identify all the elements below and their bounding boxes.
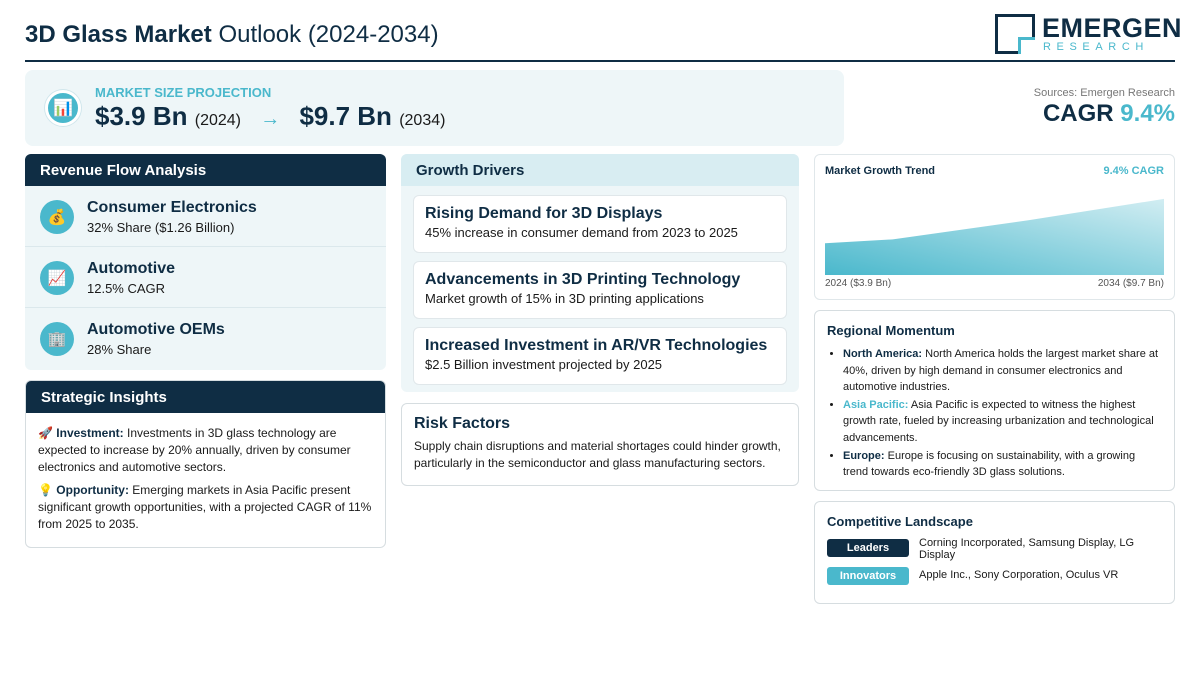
investment-insight: 🚀 Investment: Investments in 3D glass te…	[38, 425, 373, 476]
risk-factors-panel: Risk Factors Supply chain disruptions an…	[401, 403, 799, 486]
competitive-landscape-panel: Competitive Landscape Leaders Corning In…	[814, 501, 1175, 604]
title-bold: 3D Glass Market	[25, 21, 212, 48]
region-text: North America holds the largest market s…	[843, 348, 1159, 394]
investment-label: Investment:	[56, 426, 124, 440]
revenue-item: 📈 Automotive 12.5% CAGR	[25, 247, 386, 308]
innovators-row: Innovators Apple Inc., Sony Corporation,…	[827, 565, 1162, 593]
page-header: 3D Glass Market Outlook (2024-2034) EMER…	[25, 12, 1182, 62]
sources-text: Sources: Emergen Research	[1033, 87, 1175, 99]
opportunity-label: Opportunity:	[56, 483, 129, 497]
revenue-item-title: Consumer Electronics	[87, 199, 257, 216]
start-year: (2024)	[194, 112, 241, 129]
region-text: Asia Pacific is expected to witness the …	[843, 398, 1154, 444]
growth-area-chart	[825, 198, 1164, 275]
region-item: Asia Pacific: Asia Pacific is expected t…	[843, 397, 1162, 447]
growth-drivers-panel: Growth Drivers Rising Demand for 3D Disp…	[401, 154, 799, 392]
innovators-text: Apple Inc., Sony Corporation, Oculus VR	[919, 569, 1119, 581]
page-title: 3D Glass Market Outlook (2024-2034)	[25, 21, 439, 49]
rocket-icon: 🚀	[38, 426, 53, 440]
region-text: Europe is focusing on sustainability, wi…	[843, 449, 1136, 479]
market-growth-trend-panel: Market Growth Trend 9.4% CAGR 2024 ($3.9…	[814, 154, 1175, 300]
revenue-flow-title: Revenue Flow Analysis	[25, 154, 386, 186]
growth-driver-card: Advancements in 3D Printing Technology M…	[413, 261, 787, 319]
growth-driver-title: Rising Demand for 3D Displays	[425, 205, 663, 222]
trend-chart-icon: 📈	[40, 261, 74, 295]
revenue-item: 🏢 Automotive OEMs 28% Share	[25, 308, 386, 369]
opportunity-text: Emerging markets in Asia Pacific present…	[38, 483, 372, 531]
chart-end-label: 2034 ($9.7 Bn)	[1097, 278, 1164, 289]
regional-momentum-panel: Regional Momentum North America: North A…	[814, 310, 1175, 491]
lightbulb-icon: 💡	[38, 483, 53, 497]
regional-momentum-title: Regional Momentum	[827, 323, 955, 338]
revenue-item: 💰 Consumer Electronics 32% Share ($1.26 …	[25, 186, 386, 247]
growth-driver-sub: 45% increase in consumer demand from 202…	[425, 225, 738, 240]
growth-driver-title: Advancements in 3D Printing Technology	[425, 271, 741, 288]
opportunity-insight: 💡 Opportunity: Emerging markets in Asia …	[38, 482, 373, 533]
chart-start-label: 2024 ($3.9 Bn)	[825, 278, 892, 289]
logo-text: EMERGEN	[1042, 13, 1183, 43]
strategic-insights-title: Strategic Insights	[26, 381, 385, 413]
growth-driver-card: Rising Demand for 3D Displays 45% increa…	[413, 195, 787, 253]
region-item: North America: North America holds the l…	[843, 346, 1162, 396]
start-value: $3.9 Bn	[95, 101, 188, 131]
region-name: Europe:	[843, 449, 885, 462]
revenue-item-sub: 28% Share	[87, 342, 152, 357]
growth-driver-sub: $2.5 Billion investment projected by 202…	[425, 357, 663, 372]
growth-drivers-title: Growth Drivers	[401, 154, 799, 186]
region-list: North America: North America holds the l…	[827, 346, 1162, 481]
risk-factors-title: Risk Factors	[414, 415, 511, 432]
revenue-item-sub: 32% Share ($1.26 Billion)	[87, 220, 235, 235]
chart-title: Market Growth Trend	[825, 165, 936, 177]
growth-driver-sub: Market growth of 15% in 3D printing appl…	[425, 291, 704, 306]
cagr-summary: CAGR 9.4%	[1043, 100, 1175, 128]
revenue-flow-panel: Revenue Flow Analysis 💰 Consumer Electro…	[25, 154, 386, 370]
projection-values: $3.9 Bn (2024) → $9.7 Bn (2034)	[95, 101, 445, 132]
chart-cagr-badge: 9.4% CAGR	[1103, 165, 1164, 177]
projection-label: MARKET SIZE PROJECTION	[95, 85, 272, 100]
revenue-item-title: Automotive OEMs	[87, 321, 225, 338]
bar-chart-icon: 📊	[45, 90, 81, 126]
innovators-badge: Innovators	[827, 567, 909, 585]
region-name: North America:	[843, 348, 923, 360]
region-name: Asia Pacific:	[843, 398, 909, 411]
leaders-badge: Leaders	[827, 539, 909, 557]
competitive-landscape-title: Competitive Landscape	[827, 514, 973, 529]
emergen-logo: EMERGEN RESEARCH	[995, 14, 1182, 56]
strategic-insights-panel: Strategic Insights 🚀 Investment: Investm…	[25, 380, 386, 548]
money-bag-icon: 💰	[40, 200, 74, 234]
title-rest: Outlook (2024-2034)	[218, 21, 439, 48]
market-size-projection: 📊 MARKET SIZE PROJECTION $3.9 Bn (2024) …	[25, 70, 844, 146]
region-item: Europe: Europe is focusing on sustainabi…	[843, 448, 1162, 481]
revenue-item-sub: 12.5% CAGR	[87, 281, 166, 296]
cagr-value: 9.4%	[1120, 100, 1175, 127]
leaders-row: Leaders Corning Incorporated, Samsung Di…	[827, 537, 1162, 565]
leaders-text: Corning Incorporated, Samsung Display, L…	[919, 537, 1135, 561]
growth-driver-card: Increased Investment in AR/VR Technologi…	[413, 327, 787, 385]
end-value: $9.7 Bn	[299, 101, 392, 131]
building-icon: 🏢	[40, 322, 74, 356]
cagr-label: CAGR	[1042, 100, 1114, 127]
investment-text: Investments in 3D glass technology are e…	[38, 426, 351, 474]
logo-mark-icon	[995, 14, 1035, 54]
arrow-right-icon: →	[260, 108, 281, 130]
logo-subtext: RESEARCH	[1043, 41, 1149, 53]
end-year: (2034)	[399, 112, 446, 129]
risk-factors-text: Supply chain disruptions and material sh…	[414, 439, 781, 470]
growth-area	[825, 198, 1164, 275]
revenue-item-title: Automotive	[87, 260, 175, 277]
growth-driver-title: Increased Investment in AR/VR Technologi…	[425, 337, 768, 354]
